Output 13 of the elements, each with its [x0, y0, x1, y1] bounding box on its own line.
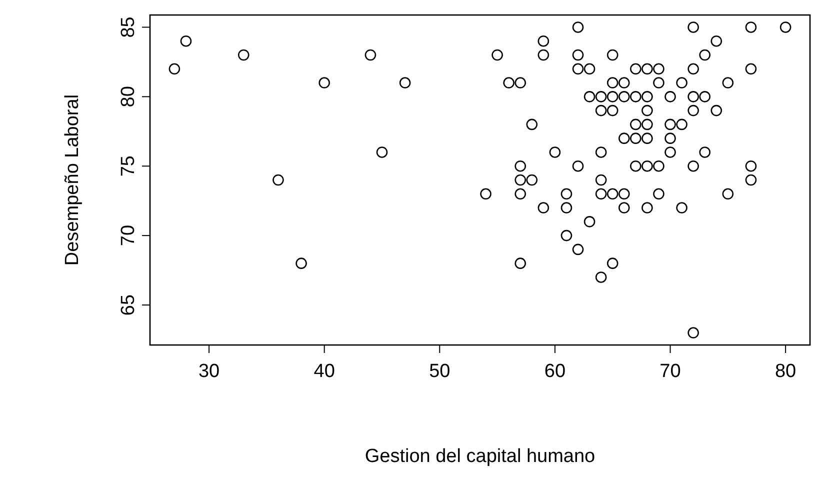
y-tick-label: 70	[118, 224, 139, 246]
y-tick-label: 65	[118, 294, 139, 316]
x-tick-label: 30	[198, 361, 220, 382]
x-tick-label: 50	[429, 361, 450, 382]
y-tick-label: 75	[118, 156, 139, 177]
x-tick-label: 70	[660, 361, 681, 382]
y-tick-label: 85	[118, 16, 139, 38]
y-axis-title: Desempeño Laboral	[62, 94, 83, 266]
y-tick-label: 80	[118, 86, 139, 108]
x-tick-label: 40	[314, 361, 335, 382]
x-tick-label: 60	[544, 361, 566, 382]
x-axis-title: Gestion del capital humano	[364, 446, 596, 467]
x-tick-label: 80	[774, 361, 796, 382]
